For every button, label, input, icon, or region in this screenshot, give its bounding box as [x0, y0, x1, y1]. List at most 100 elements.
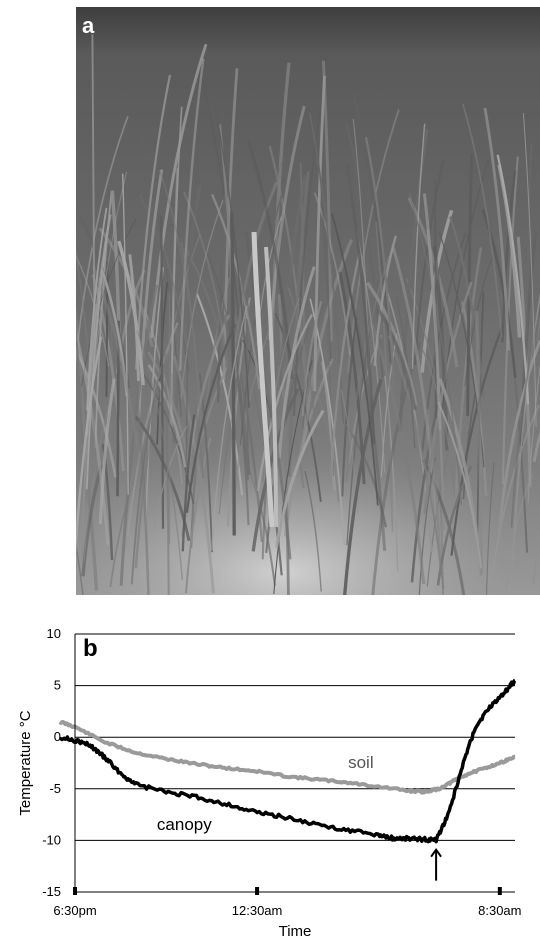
grass-blade: [98, 378, 116, 525]
grass-blade: [85, 214, 112, 436]
grass-blade: [222, 314, 251, 476]
grass-blade: [380, 333, 398, 477]
grass-blade: [81, 464, 104, 577]
grass-blade: [274, 409, 325, 548]
grass-blade: [76, 247, 98, 472]
grass-blade: [391, 247, 438, 516]
grass-blade: [370, 323, 426, 585]
grass-blade: [330, 212, 379, 506]
bright-grass-stem: [251, 231, 275, 528]
y-axis-label: Temperature °C: [17, 710, 34, 815]
grass-blade: [485, 462, 495, 595]
grass-blade: [135, 74, 172, 370]
grass-blade: [461, 103, 503, 338]
grass-blade: [450, 326, 504, 556]
grass-blade: [352, 93, 393, 363]
grass-blade: [496, 238, 528, 553]
grass-blades: [76, 34, 540, 595]
grass-blade: [511, 292, 540, 567]
series-label-soil: soil: [348, 753, 374, 772]
grass-blade: [434, 180, 437, 419]
grass-blade: [160, 215, 165, 529]
grass-blade: [437, 401, 483, 569]
grass-blade: [218, 297, 262, 515]
grass-blade: [211, 91, 250, 408]
panel-label-a: a: [82, 13, 95, 38]
grass-blade: [76, 116, 129, 363]
grass-blade: [138, 194, 190, 371]
grass-blade: [246, 140, 294, 380]
grass-blade: [76, 539, 84, 595]
grass-blade: [76, 336, 103, 559]
y-tick-label: -5: [49, 781, 61, 796]
grass-blade: [366, 281, 418, 406]
grass-blade: [501, 170, 517, 343]
grass-blade: [464, 246, 497, 387]
thermal-photo-panel: a: [76, 7, 540, 595]
grass-blade: [316, 200, 335, 477]
grass-blade: [422, 193, 442, 431]
grass-blade: [347, 109, 400, 373]
grass-blade: [91, 264, 146, 501]
grass-blade: [375, 221, 394, 533]
grass-blade: [501, 156, 519, 485]
arrow-head: [430, 847, 442, 858]
grass-blade: [76, 373, 99, 591]
grass-blade: [180, 199, 224, 399]
grass-blade: [183, 191, 229, 368]
grass-blade: [179, 58, 205, 371]
grass-blade: [185, 324, 237, 513]
grass-blade: [233, 315, 276, 494]
series-line-soil: [58, 720, 516, 795]
grass-blade: [128, 254, 140, 382]
grass-blade: [418, 457, 437, 595]
grass-blade: [462, 392, 477, 500]
grass-blade: [312, 112, 332, 362]
x-tick-mark: [255, 887, 260, 895]
x-tick-label: 8:30am: [478, 903, 521, 918]
grass-blade: [532, 525, 540, 585]
series-lines: [58, 678, 517, 844]
grass-blade: [216, 182, 228, 403]
y-tick-labels: 10 5 0 -5 -10 -15: [42, 626, 61, 899]
grass-blade: [408, 193, 463, 505]
grass-blade: [287, 171, 310, 477]
grass-blade: [302, 304, 324, 429]
grass-blade: [497, 340, 540, 532]
grass-blade: [345, 122, 384, 379]
grass-blade: [130, 367, 162, 585]
y-tick-label: -10: [42, 832, 61, 847]
y-tick-label: 10: [47, 626, 61, 641]
grass-blade: [510, 324, 538, 528]
grass-blade: [398, 128, 429, 432]
grass-blade: [268, 105, 306, 341]
y-tick-label: -15: [42, 884, 61, 899]
grass-blade: [343, 378, 383, 595]
x-axis-label: Time: [279, 923, 312, 940]
series-label-canopy: canopy: [157, 815, 212, 834]
bright-grass-stem: [264, 246, 278, 528]
grass-blade: [483, 107, 511, 351]
grass-blade: [420, 232, 467, 461]
grass-blade: [452, 247, 483, 540]
grass-blade: [466, 153, 474, 416]
grass-blade: [414, 160, 445, 365]
grass-blade: [522, 112, 537, 427]
grass-blade: [161, 244, 204, 479]
y-tick-label: 0: [54, 729, 61, 744]
grass-blade: [355, 230, 386, 473]
grass-blade: [172, 355, 215, 594]
grass-blade: [86, 171, 128, 454]
series-line-canopy: [59, 678, 517, 844]
grass-blade: [210, 305, 248, 552]
grass-blade: [345, 164, 376, 445]
grass-blade: [526, 143, 533, 340]
grass-blade: [371, 342, 422, 595]
grass-blade: [76, 347, 117, 478]
panel-label-b: b: [83, 635, 98, 662]
x-tick-label: 6:30pm: [53, 903, 96, 918]
grass-blade: [86, 207, 108, 411]
grass-blade: [256, 313, 314, 491]
grass-blade: [527, 364, 540, 504]
grass-blade: [287, 287, 318, 437]
